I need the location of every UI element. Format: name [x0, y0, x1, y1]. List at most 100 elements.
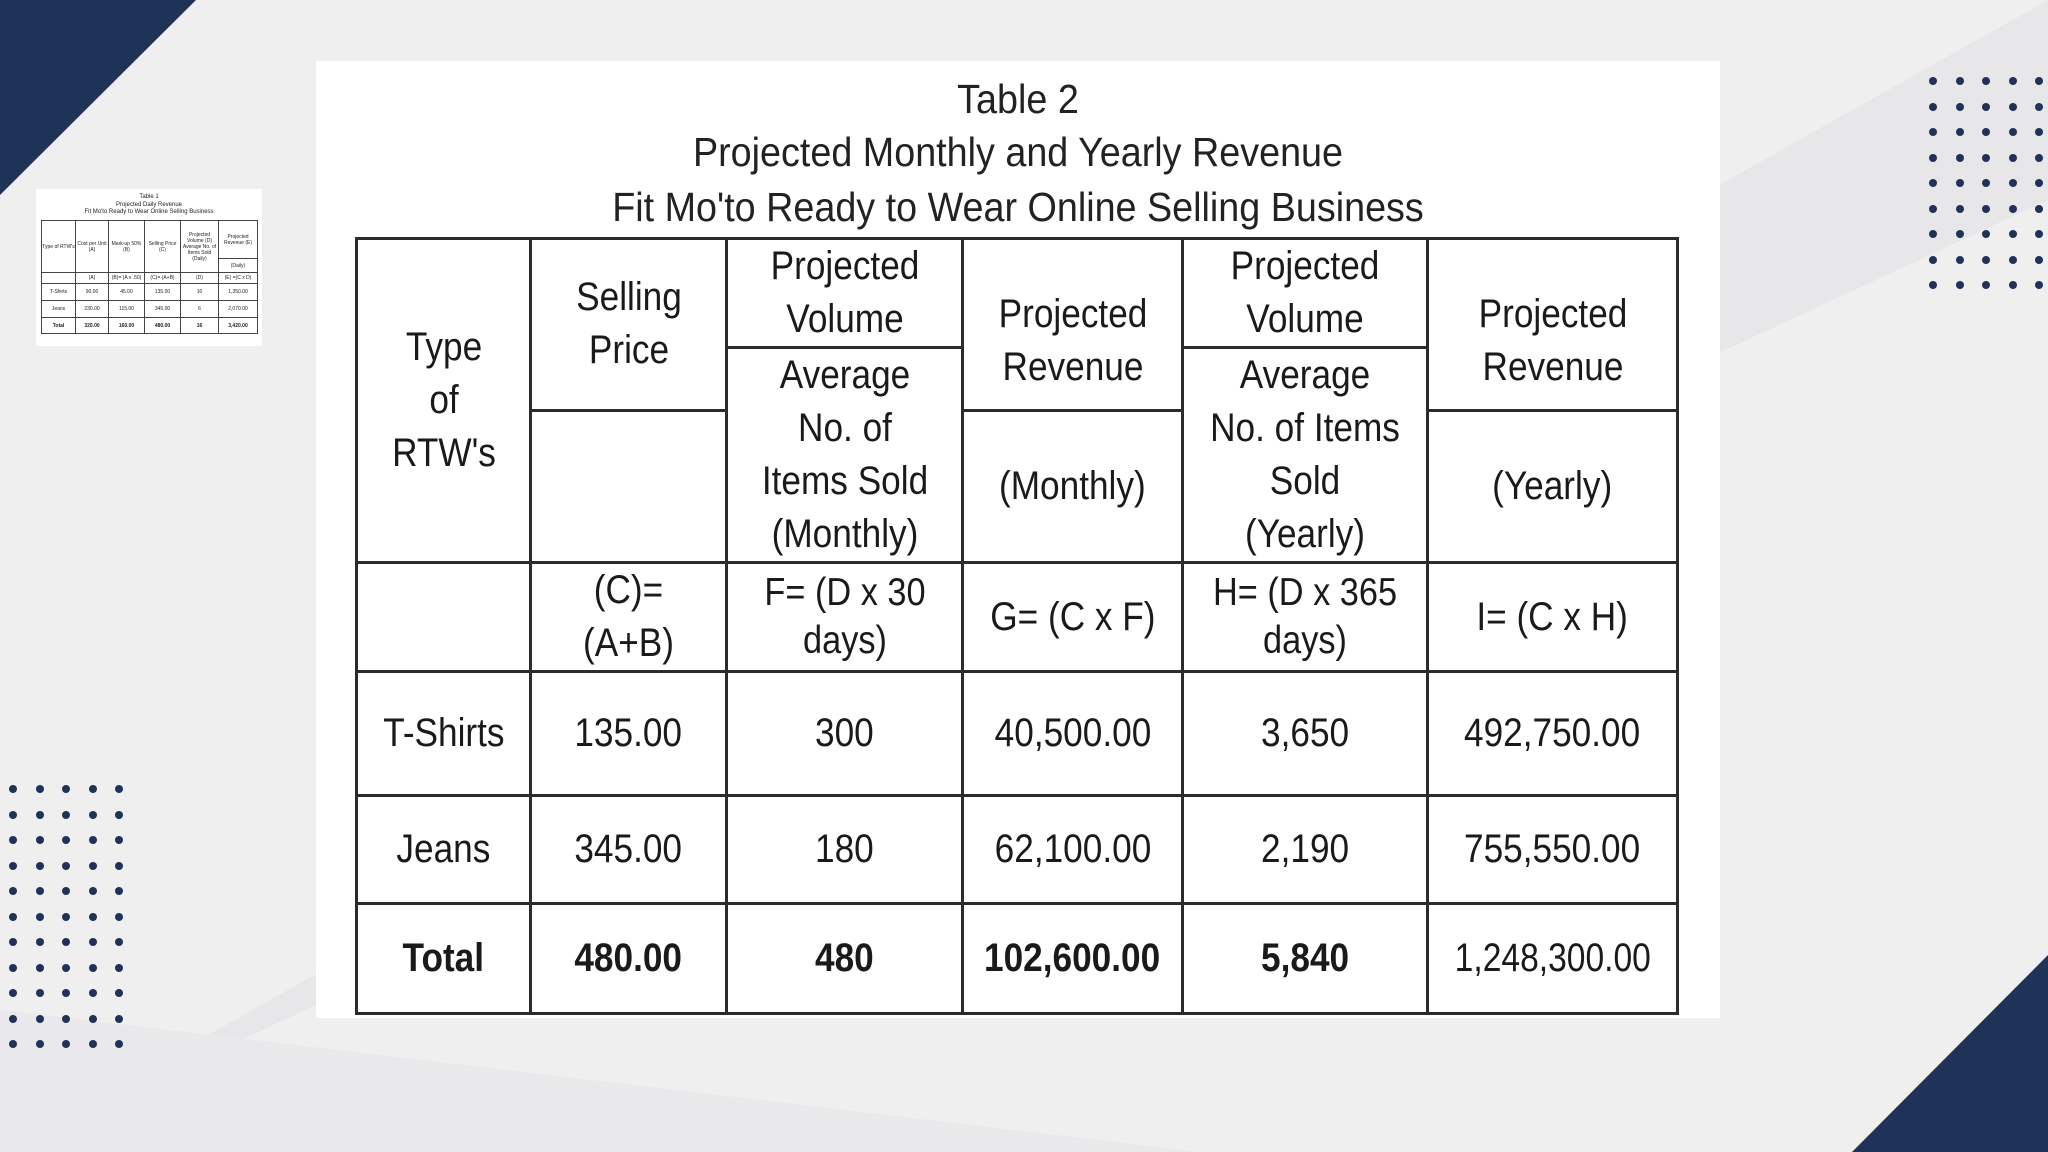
- navy-corner-top-left: [0, 0, 196, 195]
- dot: [115, 1014, 123, 1023]
- total-price: 480.00: [529, 902, 728, 1015]
- thumb-formula-e: (E) =(C x D): [218, 272, 258, 284]
- dot: [88, 912, 97, 921]
- thumb-cell: Jeans: [41, 300, 76, 318]
- total-yearly-revenue: 1,248,300.00: [1426, 902, 1679, 1015]
- dot: [2008, 128, 2017, 136]
- dot: [62, 785, 70, 793]
- header-projected-volume-monthly: Projected Volume: [725, 237, 964, 349]
- thumb-cell: 230.00: [75, 300, 109, 318]
- dot: [1955, 204, 1964, 213]
- header-monthly: (Monthly): [961, 408, 1184, 565]
- dot: [9, 912, 17, 921]
- thumbnail-title-block: Table 1 Projected Daily Revenue Fit Mo't…: [36, 189, 262, 217]
- dot: [1929, 102, 1937, 111]
- dot: [9, 938, 17, 946]
- dot: [62, 836, 70, 844]
- thumb-formula-d: (D): [180, 272, 219, 284]
- header-projected-revenue-monthly: Projected Revenue: [961, 237, 1184, 412]
- dot: [9, 1014, 17, 1023]
- thumbnail-subtitle: Projected Daily Revenue: [115, 201, 183, 208]
- dot: [115, 810, 123, 819]
- dot: [115, 963, 123, 972]
- dot: [88, 887, 97, 895]
- dot: [2008, 204, 2017, 213]
- thumb-formula-blank: [41, 272, 76, 284]
- dot: [88, 989, 97, 997]
- cell-yearly-items: 3,650: [1181, 670, 1429, 797]
- cell-monthly-items: 180: [725, 794, 964, 905]
- dot: [1982, 255, 1990, 264]
- dot: [9, 1040, 17, 1048]
- table-total-row: Total 480.00 480 102,600.00 5,840 1,248,…: [355, 902, 1679, 1015]
- header-projected-revenue-yearly: Projected Revenue: [1426, 237, 1679, 412]
- dot: [1982, 77, 1990, 85]
- thumb-cell: 6: [180, 300, 219, 318]
- dot: [115, 912, 123, 921]
- dot: [1955, 255, 1964, 264]
- dot: [2035, 255, 2043, 264]
- dot: [2008, 153, 2017, 162]
- thumb-header-cost: Cost per Unit (A): [75, 220, 109, 273]
- thumb-cell: 1,350.00: [218, 283, 258, 301]
- dot: [88, 1014, 97, 1023]
- dot: [2035, 281, 2043, 289]
- formula-c: (C)= (A+B): [529, 561, 728, 673]
- dot: [1955, 102, 1964, 111]
- cell-monthly-revenue: 62,100.00: [961, 794, 1184, 905]
- formula-i: I= (C x H): [1426, 561, 1679, 673]
- header-type-spacer: [355, 562, 532, 673]
- dot: [88, 963, 97, 972]
- dot: [115, 938, 123, 946]
- table-title-block: Table 2 Projected Monthly and Yearly Rev…: [372, 73, 1664, 235]
- formula-h: H= (D x 365 days): [1181, 561, 1429, 673]
- dot: [88, 861, 97, 870]
- dot: [2035, 230, 2043, 238]
- formula-g: G= (C x F): [961, 561, 1184, 673]
- dot: [1955, 230, 1964, 238]
- thumb-cell: 16: [180, 317, 219, 334]
- thumb-cell: 320.00: [75, 317, 109, 334]
- dot: [9, 963, 17, 972]
- thumbnail-data-table: Type of RTW's Cost per Unit (A) Mark-up …: [41, 220, 258, 334]
- thumb-header-price: Selling Price (C): [144, 220, 181, 273]
- dot: [2035, 102, 2043, 111]
- dot: [2008, 102, 2017, 111]
- dot: [62, 1040, 70, 1048]
- dot: [9, 861, 17, 870]
- thumb-cell: 160.00: [108, 317, 145, 334]
- dot: [115, 836, 123, 844]
- cell-yearly-items: 2,190: [1181, 794, 1429, 905]
- dot: [9, 810, 17, 819]
- dot: [1955, 179, 1964, 187]
- dot: [35, 938, 44, 946]
- dot: [35, 989, 44, 997]
- dot: [2035, 128, 2043, 136]
- thumb-header-volume: Projected Volume (D) Average No. of Item…: [180, 220, 219, 273]
- dot: [9, 785, 17, 793]
- dot: [1929, 230, 1937, 238]
- cell-type: T-Shirts: [355, 670, 532, 797]
- dot: [35, 1014, 44, 1023]
- total-monthly-revenue: 102,600.00: [961, 902, 1184, 1015]
- dot: [9, 836, 17, 844]
- dot: [62, 938, 70, 946]
- dot: [62, 887, 70, 895]
- table-title: Table 2: [957, 76, 1079, 122]
- table-2-image: Table 2 Projected Monthly and Yearly Rev…: [316, 61, 1720, 1018]
- cell-yearly-revenue: 755,550.00: [1426, 794, 1679, 905]
- thumbnail-table-1: Table 1 Projected Daily Revenue Fit Mo't…: [36, 189, 262, 346]
- dot: [2035, 204, 2043, 213]
- formula-f: F= (D x 30 days): [725, 561, 964, 673]
- dot: [1929, 255, 1937, 264]
- header-average-items-yearly: Average No. of Items Sold (Yearly): [1181, 346, 1429, 564]
- light-diagonal-band-lower: [0, 1010, 1200, 1152]
- dot: [115, 1040, 123, 1048]
- total-type: Total: [355, 902, 532, 1015]
- dot: [62, 810, 70, 819]
- header-selling-price: Selling Price: [529, 237, 728, 412]
- thumb-header-type: Type of RTW's: [41, 220, 76, 273]
- dot: [1982, 102, 1990, 111]
- dot: [1982, 230, 1990, 238]
- dot: [9, 989, 17, 997]
